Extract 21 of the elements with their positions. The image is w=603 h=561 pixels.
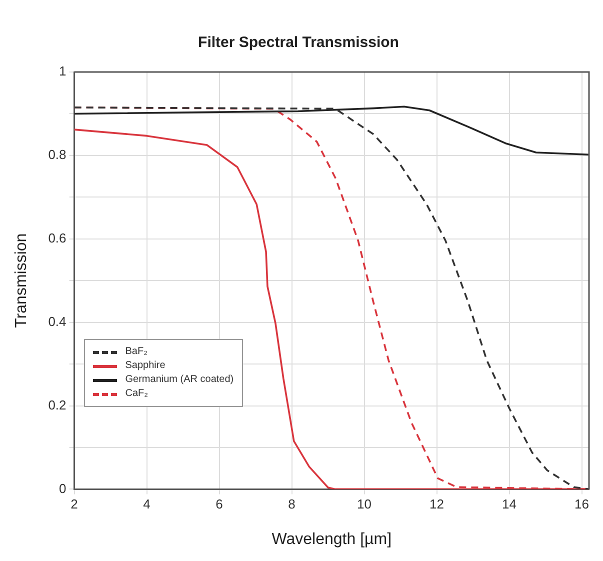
legend-label: Sapphire (125, 359, 166, 374)
x-tick-label: 8 (288, 496, 296, 512)
y-axis-title: Transmission (13, 233, 30, 328)
y-tick-label: 0 (59, 480, 66, 496)
y-tick-label: 0.8 (48, 147, 66, 162)
y-tick-label: 0.4 (48, 314, 66, 329)
x-tick-label: 12 (430, 496, 444, 512)
x-axis-title: Wavelength [µm] (272, 530, 392, 548)
y-tick-label: 0.6 (48, 230, 66, 246)
x-tick-label: 10 (357, 496, 372, 512)
chart-title: Filter Spectral Transmission (198, 34, 399, 52)
legend-label: BaF₂ (125, 345, 148, 360)
x-tick-label: 4 (143, 496, 150, 512)
y-tick-label: 1 (59, 64, 66, 79)
legend-label: CaF₂ (125, 387, 148, 402)
y-tick-label: 0.2 (48, 397, 66, 412)
legend-label: Germanium (AR coated) (125, 373, 234, 388)
x-tick-label: 6 (216, 496, 223, 512)
x-tick-label: 14 (502, 496, 516, 512)
x-tick-label: 16 (574, 496, 589, 512)
x-tick-label: 2 (70, 496, 78, 512)
